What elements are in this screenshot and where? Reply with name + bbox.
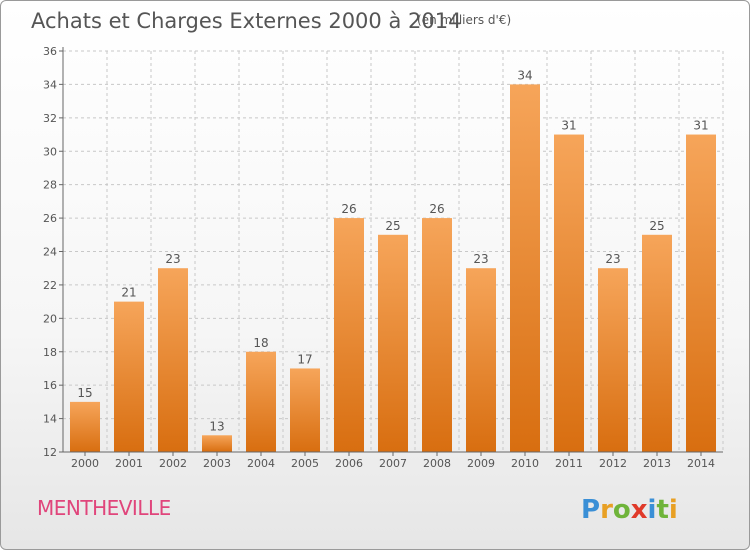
bar bbox=[246, 351, 276, 452]
bar bbox=[334, 218, 364, 452]
y-tick-label: 34 bbox=[43, 78, 57, 91]
bar bbox=[202, 435, 232, 452]
data-label: 25 bbox=[649, 219, 664, 233]
x-tick-label: 2006 bbox=[335, 457, 363, 470]
x-tick-label: 2003 bbox=[203, 457, 231, 470]
data-label: 23 bbox=[473, 252, 488, 266]
bar bbox=[466, 268, 496, 452]
x-tick-label: 2002 bbox=[159, 457, 187, 470]
y-tick-label: 16 bbox=[43, 379, 57, 392]
x-tick-label: 2005 bbox=[291, 457, 319, 470]
bar bbox=[378, 234, 408, 452]
x-tick-label: 2008 bbox=[423, 457, 451, 470]
y-tick-label: 14 bbox=[43, 413, 57, 426]
bar bbox=[686, 134, 716, 452]
x-tick-label: 2012 bbox=[599, 457, 627, 470]
x-tick-label: 2000 bbox=[71, 457, 99, 470]
data-label: 21 bbox=[121, 286, 136, 300]
bar bbox=[290, 368, 320, 452]
y-tick-label: 24 bbox=[43, 246, 57, 259]
x-tick-label: 2010 bbox=[511, 457, 539, 470]
x-tick-label: 2011 bbox=[555, 457, 583, 470]
x-tick-label: 2001 bbox=[115, 457, 143, 470]
data-label: 13 bbox=[209, 419, 224, 433]
commune-name: MENTHEVILLE bbox=[37, 496, 171, 520]
x-tick-label: 2013 bbox=[643, 457, 671, 470]
data-label: 26 bbox=[341, 202, 356, 216]
data-label: 23 bbox=[605, 252, 620, 266]
bars bbox=[70, 84, 716, 453]
bar bbox=[158, 268, 188, 452]
bar bbox=[642, 234, 672, 452]
y-tick-label: 26 bbox=[43, 212, 57, 225]
chart-unit: (en milliers d'€) bbox=[417, 13, 512, 27]
data-label: 26 bbox=[429, 202, 444, 216]
y-tick-label: 30 bbox=[43, 145, 57, 158]
x-tick-label: 2014 bbox=[687, 457, 715, 470]
x-tick-label: 2007 bbox=[379, 457, 407, 470]
y-tick-label: 32 bbox=[43, 112, 57, 125]
bar bbox=[510, 84, 540, 453]
data-label: 18 bbox=[253, 336, 268, 350]
y-tick-label: 22 bbox=[43, 279, 57, 292]
proxiti-logo: Proxiti bbox=[581, 495, 678, 523]
bar bbox=[598, 268, 628, 452]
y-tick-label: 36 bbox=[43, 45, 57, 58]
axes bbox=[59, 47, 723, 456]
data-label: 25 bbox=[385, 219, 400, 233]
y-tick-label: 20 bbox=[43, 312, 57, 325]
data-label: 15 bbox=[77, 386, 92, 400]
data-label: 34 bbox=[517, 68, 532, 82]
bar bbox=[554, 134, 584, 452]
bar bbox=[114, 301, 144, 452]
data-label: 31 bbox=[561, 119, 576, 133]
chart-title: Achats et Charges Externes 2000 à 2014 bbox=[31, 9, 462, 33]
x-tick-label: 2009 bbox=[467, 457, 495, 470]
y-tick-label: 28 bbox=[43, 179, 57, 192]
bar bbox=[422, 218, 452, 452]
svg-text:Proxiti: Proxiti bbox=[581, 495, 678, 523]
x-tick-label: 2004 bbox=[247, 457, 275, 470]
labels: 12 14 16 18 20 22 24 26 28 30 32 34 36 15 2000 21 2001 23… bbox=[43, 45, 715, 470]
data-label: 17 bbox=[297, 352, 312, 366]
data-label: 23 bbox=[165, 252, 180, 266]
data-label: 31 bbox=[693, 119, 708, 133]
bar bbox=[70, 401, 100, 452]
y-tick-label: 12 bbox=[43, 446, 57, 459]
y-tick-label: 18 bbox=[43, 346, 57, 359]
